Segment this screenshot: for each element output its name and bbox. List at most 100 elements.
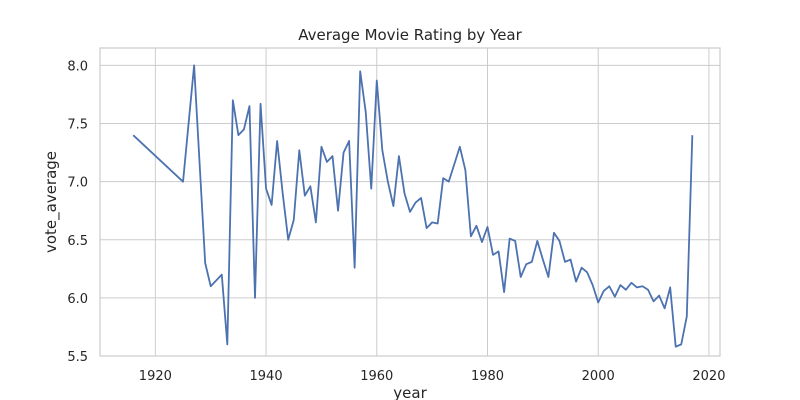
- data-point: [232, 99, 234, 101]
- data-point: [409, 211, 411, 213]
- series-line: [132, 64, 694, 348]
- data-point: [282, 192, 284, 194]
- data-point: [570, 259, 572, 261]
- data-point: [415, 202, 417, 204]
- data-point: [243, 128, 245, 130]
- data-point: [398, 155, 400, 157]
- data-point: [664, 307, 666, 309]
- data-point: [642, 285, 644, 287]
- data-point: [304, 195, 306, 197]
- data-point: [248, 105, 250, 107]
- data-point: [475, 225, 477, 227]
- data-point: [132, 134, 134, 136]
- y-tick-label: 7.5: [67, 118, 88, 133]
- y-tick-label: 6.0: [67, 292, 88, 307]
- data-point: [431, 221, 433, 223]
- data-point: [193, 64, 195, 66]
- data-point: [520, 276, 522, 278]
- data-point: [553, 232, 555, 234]
- data-point: [514, 240, 516, 242]
- data-point: [287, 239, 289, 241]
- data-point: [204, 262, 206, 264]
- data-point: [686, 315, 688, 317]
- data-point: [564, 261, 566, 263]
- data-point: [658, 295, 660, 297]
- y-tick-label: 5.5: [67, 350, 88, 365]
- data-point: [575, 281, 577, 283]
- data-point: [547, 276, 549, 278]
- data-point: [381, 149, 383, 151]
- data-point: [669, 286, 671, 288]
- data-point: [298, 149, 300, 151]
- data-point: [608, 285, 610, 287]
- data-point: [392, 205, 394, 207]
- data-point: [265, 188, 267, 190]
- plot-frame: [99, 47, 721, 357]
- data-point: [315, 221, 317, 223]
- data-point: [387, 181, 389, 183]
- data-point: [453, 163, 455, 165]
- data-point: [420, 197, 422, 199]
- data-point: [309, 185, 311, 187]
- x-tick-label: 1920: [139, 369, 172, 384]
- tick-labels: 1920 1940 1960 1980 2000 2020 5.5 6.0 6.5 7.0 7.5 8…: [67, 59, 725, 384]
- data-point: [254, 297, 256, 299]
- data-point: [337, 210, 339, 212]
- data-point: [442, 177, 444, 179]
- data-point: [581, 267, 583, 269]
- data-point: [320, 146, 322, 148]
- data-point: [625, 289, 627, 291]
- x-tick-label: 2000: [582, 369, 615, 384]
- data-point: [376, 80, 378, 82]
- data-point: [210, 285, 212, 287]
- data-point: [237, 134, 239, 136]
- data-point: [614, 296, 616, 298]
- data-point: [343, 152, 345, 154]
- x-axis-label: year: [393, 384, 427, 400]
- grid-lines: [100, 48, 720, 357]
- data-point: [437, 223, 439, 225]
- data-point: [675, 346, 677, 348]
- data-point: [359, 70, 361, 72]
- data-point: [636, 286, 638, 288]
- data-point: [630, 282, 632, 284]
- data-point: [293, 219, 295, 221]
- y-tick-label: 8.0: [67, 59, 88, 74]
- y-tick-label: 7.0: [67, 176, 88, 191]
- data-point: [403, 192, 405, 194]
- data-point: [271, 204, 273, 206]
- data-point: [525, 263, 527, 265]
- chart-title: Average Movie Rating by Year: [298, 26, 522, 44]
- data-point: [326, 161, 328, 163]
- data-point: [464, 169, 466, 171]
- data-point: [370, 188, 372, 190]
- data-point: [597, 302, 599, 304]
- data-point: [542, 259, 544, 261]
- data-point: [276, 140, 278, 142]
- data-point: [470, 235, 472, 237]
- data-point: [492, 254, 494, 256]
- y-axis-label: vote_average: [42, 151, 61, 253]
- data-point: [603, 290, 605, 292]
- data-point: [647, 289, 649, 291]
- data-point: [531, 261, 533, 263]
- data-point: [226, 343, 228, 345]
- data-point: [653, 300, 655, 302]
- y-tick-label: 6.5: [67, 234, 88, 249]
- data-point: [498, 250, 500, 252]
- data-point: [354, 267, 356, 269]
- data-point: [619, 284, 621, 286]
- data-point: [182, 181, 184, 183]
- series-layer: [132, 64, 694, 348]
- data-point: [260, 103, 262, 105]
- x-tick-label: 1960: [360, 369, 393, 384]
- data-point: [448, 181, 450, 183]
- data-point: [481, 241, 483, 243]
- data-point: [691, 134, 693, 136]
- data-point: [680, 343, 682, 345]
- data-point: [536, 240, 538, 242]
- data-point: [592, 284, 594, 286]
- data-point: [503, 291, 505, 293]
- data-point: [487, 226, 489, 228]
